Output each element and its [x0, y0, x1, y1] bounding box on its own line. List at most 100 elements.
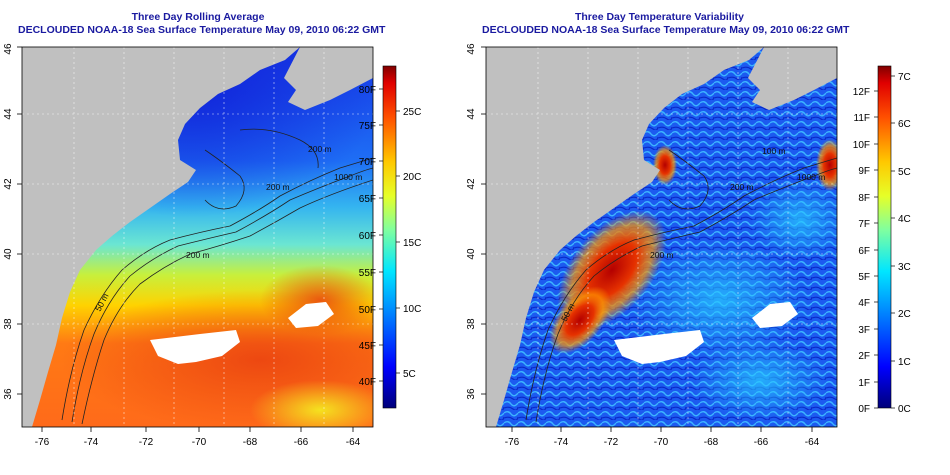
left-map-contour-label-200m-c: 200 m — [308, 144, 332, 154]
right-map-contour-label-200m-b: 200 m — [730, 182, 754, 192]
right-map-cyan-swirl — [630, 240, 810, 360]
right-map-subtitle: DECLOUDED NOAA-18 Sea Surface Temperatur… — [482, 24, 850, 36]
left-colorbar-f-label: 40F — [359, 377, 376, 388]
left-colorbar-f-label: 50F — [359, 305, 376, 316]
left-map-nova-scotia — [284, 47, 373, 110]
right-map-contour-label-100m: 100 m — [762, 146, 786, 156]
right-map-cyan-swirl-c — [750, 180, 837, 260]
left-y-tick-label: 40 — [3, 248, 14, 260]
right-colorbar-f-label: 3F — [858, 325, 870, 336]
right-colorbar-f-label: 7F — [858, 219, 870, 230]
left-map-bathymetry-contours — [61, 128, 373, 425]
left-x-tick-label: -70 — [192, 437, 207, 448]
left-map-cloud-mask-east — [288, 302, 334, 328]
right-colorbar-f-label: 10F — [853, 140, 870, 151]
right-map-high-variability-d — [816, 139, 837, 191]
left-map-gridlines — [22, 47, 373, 427]
right-colorbar-c-label: 0C — [898, 404, 911, 415]
left-colorbar-f-label: 60F — [359, 231, 376, 242]
left-map-subtitle: DECLOUDED NOAA-18 Sea Surface Temperatur… — [18, 24, 386, 36]
right-map-high-variability-c — [653, 145, 677, 185]
left-colorbar-f-label: 55F — [359, 268, 376, 279]
left-x-tick-label: -76 — [35, 437, 50, 448]
right-map-land — [486, 47, 764, 427]
right-x-tick-label: -68 — [704, 437, 719, 448]
right-colorbar-c-label: 1C — [898, 357, 911, 368]
left-x-tick-label: -72 — [139, 437, 154, 448]
left-colorbar — [382, 65, 397, 409]
left-map-axes — [17, 46, 354, 432]
right-y-tick-label: 38 — [466, 318, 477, 330]
left-colorbar-f-label: 75F — [359, 121, 376, 132]
right-y-tick-label: 42 — [466, 178, 477, 190]
left-colorbar-f-label: 65F — [359, 194, 376, 205]
right-colorbar — [877, 65, 892, 409]
left-x-tick-label: -74 — [84, 437, 99, 448]
right-map — [486, 47, 837, 427]
left-colorbar-ticks — [379, 88, 400, 382]
right-y-tick-label: 40 — [466, 248, 477, 260]
right-map-contour-label-200m: 200 m — [650, 250, 674, 260]
right-map-gridlines — [486, 47, 837, 427]
right-colorbar-f-label: 9F — [858, 166, 870, 177]
left-map-contour-label-200m: 200 m — [186, 250, 210, 260]
right-colorbar-f-label: 6F — [858, 246, 870, 257]
left-colorbar-f-label: 45F — [359, 341, 376, 352]
right-colorbar-f-label: 0F — [858, 404, 870, 415]
right-y-tick-label: 46 — [466, 43, 477, 55]
right-colorbar-c-label: 3C — [898, 262, 911, 273]
right-map-high-variability-b — [549, 286, 611, 354]
left-y-tick-label: 44 — [3, 108, 14, 120]
right-colorbar-c-label: 7C — [898, 72, 911, 83]
right-map-title: Three Day Temperature Variability — [574, 11, 745, 23]
left-colorbar-f-label: 80F — [359, 85, 376, 96]
right-x-tick-label: -64 — [805, 437, 820, 448]
right-map-contour-label-1000m: 1000 m — [797, 172, 825, 182]
left-colorbar-c-label: 5C — [403, 369, 416, 380]
right-map-cyan-swirl-b — [690, 340, 830, 420]
right-colorbar-c-label: 4C — [898, 214, 911, 225]
left-colorbar-c-label: 15C — [403, 238, 421, 249]
right-x-tick-label: -76 — [505, 437, 520, 448]
left-map-contour-label-1000m: 1000 m — [334, 172, 362, 182]
left-map-frame — [21, 46, 374, 428]
right-y-tick-label: 44 — [466, 108, 477, 120]
right-colorbar-c-label: 6C — [898, 119, 911, 130]
right-map-cloud-mask-east — [752, 302, 798, 328]
left-map-title: Three Day Rolling Average — [131, 11, 265, 23]
left-y-tick-label: 42 — [3, 178, 14, 190]
right-map-bathymetry-contours — [525, 149, 837, 423]
left-y-tick-label: 36 — [3, 388, 14, 400]
left-y-tick-label: 38 — [3, 318, 14, 330]
right-colorbar-f-label: 5F — [858, 272, 870, 283]
left-map-land — [22, 47, 300, 427]
right-colorbar-f-label: 4F — [858, 298, 870, 309]
right-colorbar-f-label: 12F — [853, 87, 870, 98]
right-colorbar-ticks — [874, 75, 895, 409]
left-map-warm-eddy — [260, 265, 373, 335]
left-colorbar-c-label: 10C — [403, 304, 421, 315]
right-x-tick-label: -74 — [554, 437, 569, 448]
left-colorbar-c-label: 20C — [403, 172, 421, 183]
right-y-tick-label: 36 — [466, 388, 477, 400]
left-colorbar-f-label: 70F — [359, 157, 376, 168]
right-map-frame — [485, 46, 838, 428]
left-colorbar-c-label: 25C — [403, 107, 421, 118]
right-colorbar-f-label: 11F — [854, 113, 871, 124]
right-map-cloud-mask — [614, 330, 704, 364]
right-map-nova-scotia — [748, 47, 837, 110]
left-map-contour-label-200m-b: 200 m — [266, 182, 290, 192]
left-x-tick-label: -68 — [243, 437, 258, 448]
left-y-tick-label: 46 — [3, 43, 14, 55]
right-colorbar-f-label: 2F — [858, 351, 870, 362]
right-colorbar-f-label: 1F — [858, 378, 870, 389]
right-colorbar-c-label: 2C — [898, 309, 911, 320]
right-colorbar-f-label: 8F — [858, 193, 870, 204]
right-map-axes — [481, 46, 813, 432]
left-map — [22, 47, 373, 427]
left-map-yellow-patch — [250, 380, 373, 427]
right-x-tick-label: -72 — [604, 437, 619, 448]
left-x-tick-label: -64 — [346, 437, 361, 448]
right-colorbar-c-label: 5C — [898, 167, 911, 178]
